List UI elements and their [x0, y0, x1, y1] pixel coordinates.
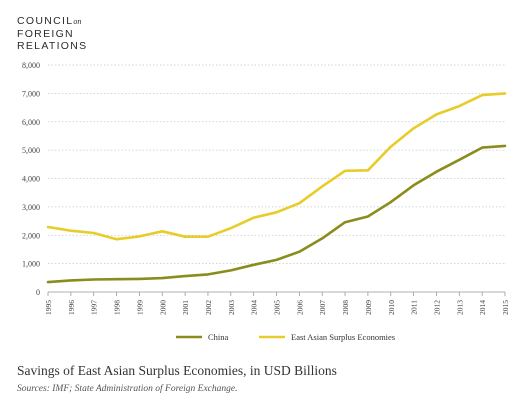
x-tick-label-2008: 2008: [341, 300, 350, 315]
y-tick-label-8000: 8,000: [22, 61, 40, 70]
y-tick-label-7000: 7,000: [22, 89, 40, 98]
x-tick-label-2001: 2001: [181, 300, 190, 315]
logo-line-relations: RELATIONS: [17, 40, 88, 52]
x-tick-label-1998: 1998: [113, 300, 122, 315]
x-tick-label-2010: 2010: [387, 300, 396, 315]
y-tick-label-0: 0: [36, 288, 40, 297]
x-tick-label-2007: 2007: [318, 300, 327, 315]
x-tick-label-1997: 1997: [90, 300, 99, 315]
y-tick-label-1000: 1,000: [22, 260, 40, 269]
line-chart: 0 1,000 2,000 3,000 4,000 5,000 6,000 7,000 8,00…: [22, 61, 510, 342]
x-tick-label-1995: 1995: [44, 300, 53, 315]
x-tick-label-2005: 2005: [273, 300, 282, 315]
x-tick-label-2002: 2002: [204, 300, 213, 315]
legend-label-1: East Asian Surplus Economies: [291, 332, 395, 342]
x-tick-label-2015: 2015: [501, 300, 510, 315]
x-tick-label-2013: 2013: [455, 300, 464, 315]
logo-on: on: [73, 17, 82, 26]
x-tick-label-1996: 1996: [67, 300, 76, 315]
x-tick-label-1999: 1999: [135, 300, 144, 315]
x-tick-label-2000: 2000: [158, 300, 167, 315]
y-tick-label-2000: 2,000: [22, 231, 40, 240]
logo-line-council: COUNCIL: [17, 15, 74, 27]
series-line-1: [46, 92, 507, 241]
y-tick-label-6000: 6,000: [22, 118, 40, 127]
logo-line-foreign: FOREIGN: [17, 28, 74, 40]
y-tick-label-5000: 5,000: [22, 146, 40, 155]
x-tick-label-2003: 2003: [227, 300, 236, 315]
x-tick-label-2011: 2011: [410, 300, 419, 315]
cfr-logo: COUNCILon FOREIGN RELATIONS: [17, 15, 87, 52]
x-tick-label-2004: 2004: [250, 300, 259, 315]
y-tick-label-4000: 4,000: [22, 175, 40, 184]
y-tick-label-3000: 3,000: [22, 203, 40, 212]
x-tick-label-2006: 2006: [295, 300, 304, 315]
legend-label-0: China: [208, 332, 229, 342]
x-tick-label-2009: 2009: [364, 300, 373, 315]
x-tick-label-2014: 2014: [478, 300, 487, 315]
x-tick-label-2012: 2012: [432, 300, 441, 315]
chart-sources: Sources: IMF; State Administration of Fo…: [17, 384, 238, 394]
chart-caption: Savings of East Asian Surplus Economies,…: [17, 363, 337, 378]
series-line-0: [46, 144, 507, 284]
